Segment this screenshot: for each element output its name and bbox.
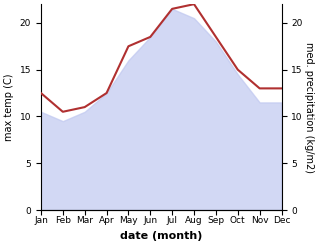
Y-axis label: med. precipitation (kg/m2): med. precipitation (kg/m2) <box>304 42 314 172</box>
X-axis label: date (month): date (month) <box>120 231 203 241</box>
Y-axis label: max temp (C): max temp (C) <box>4 73 14 141</box>
